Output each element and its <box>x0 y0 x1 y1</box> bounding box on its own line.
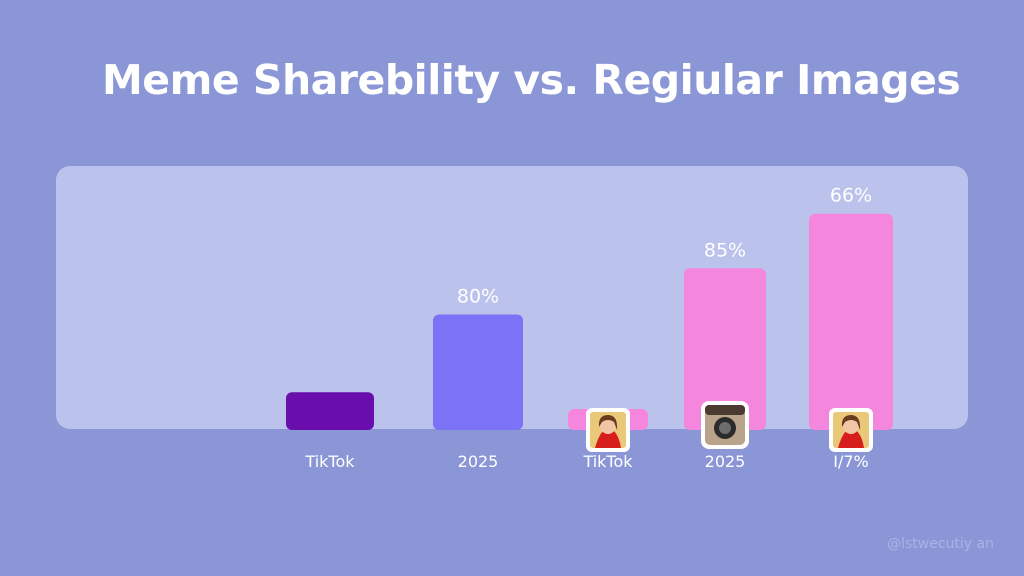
bar-value-label: 66% <box>830 185 872 207</box>
bar-value-label: 80% <box>457 286 499 308</box>
x-tick-label: 2025 <box>705 452 746 471</box>
bar-value-label: 85% <box>704 239 746 261</box>
x-tick-label: TikTok <box>582 452 633 471</box>
watermark: @lstwecutiy an <box>887 536 994 552</box>
photo-icon <box>586 408 630 452</box>
bar <box>809 213 893 430</box>
x-tick-label: TikTok <box>304 452 355 471</box>
bar <box>433 314 523 430</box>
photo-icon <box>829 408 873 452</box>
x-tick-label: I/7% <box>833 452 869 471</box>
bar <box>286 392 374 430</box>
bar <box>684 268 766 430</box>
chart-title: Meme Sharebility vs. Regiular Images <box>102 56 961 104</box>
camera-icon <box>701 401 749 449</box>
x-tick-label: 2025 <box>458 452 499 471</box>
